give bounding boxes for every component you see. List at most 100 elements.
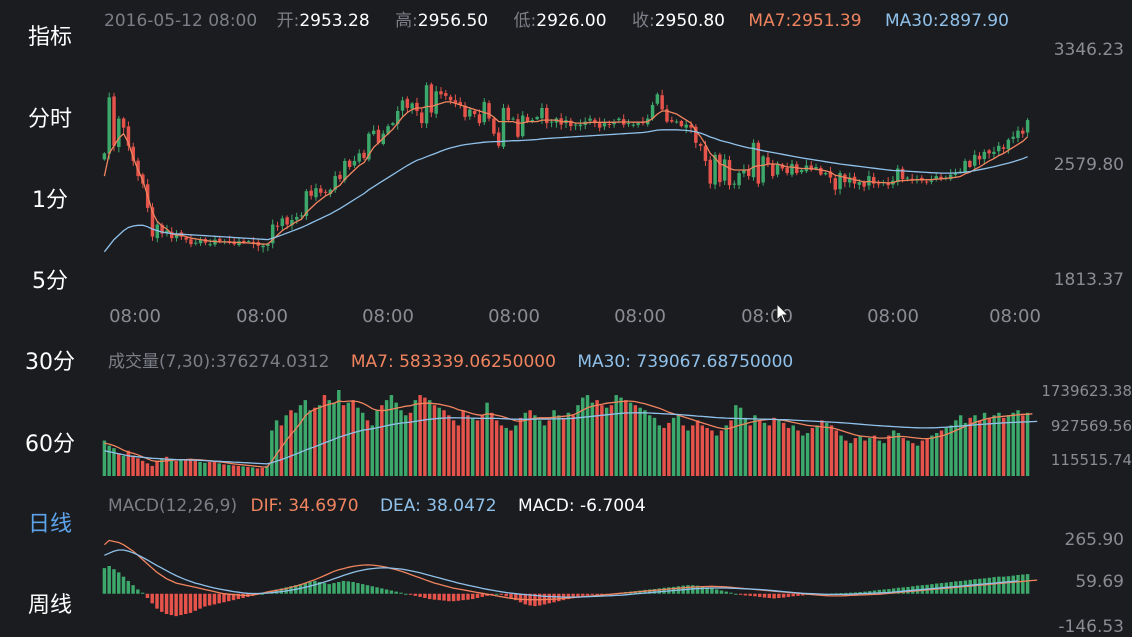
volume-bar [901,438,905,476]
macd-bar [868,591,872,594]
candle [718,154,722,183]
sidebar-item-60min[interactable]: 60分 [25,432,75,457]
volume-bar [265,465,269,476]
volume-bar [404,415,408,476]
volume-bar [647,415,652,476]
candle [934,176,938,180]
candle [698,143,703,146]
period-sidebar: 指标 分时 1分 5分 30分 60分 日线 周线 [0,0,100,637]
candle [439,91,443,95]
volume-bar [231,465,236,476]
candle [771,163,775,177]
candle [679,120,684,127]
candle [304,191,309,217]
macd-chart[interactable] [102,539,1038,617]
macd-bar [480,593,485,597]
volume-bar [877,440,882,476]
volume-bar [930,435,934,476]
macd-bar [762,593,767,598]
volume-bar [853,438,858,476]
time-axis-label: 08:00 [741,306,793,327]
candle [785,167,789,174]
candle [295,216,299,220]
macd-bar [1011,575,1015,594]
volume-bar [380,405,384,476]
volume-bar [915,445,920,476]
sidebar-item-5min[interactable]: 5分 [32,269,68,294]
candle [501,107,506,147]
macd-bar [748,593,752,596]
candle [121,118,126,128]
volume-bar [360,412,365,476]
candlestick-chart[interactable] [102,82,1030,253]
volume-bar [944,427,949,476]
macd-bar [777,593,781,599]
volume-bar [887,435,891,476]
macd-bar [303,583,308,594]
volume-bar [609,405,614,476]
macd-bar [786,593,791,597]
macd-bar [346,581,351,594]
candle [722,159,727,181]
macd-header: MACD(12,26,9) DIF: 34.6970 DEA: 38.0472 … [108,496,646,516]
volume-bar [743,417,748,476]
volume-bar [140,460,145,476]
macd-bar [456,593,461,601]
candle [569,120,573,127]
macd-bar [423,593,427,599]
volume-bar [681,425,685,476]
macd-bar [1016,574,1020,594]
volume-chart[interactable] [102,390,1038,476]
sidebar-item-weekly[interactable]: 周线 [27,593,72,618]
sidebar-item-indicators[interactable]: 指标 [27,25,72,50]
macd-bar [982,578,987,594]
volume-bar [643,410,647,476]
volume-bar [786,427,791,476]
candle [746,169,751,177]
candle [766,157,770,164]
candle [968,160,972,167]
candle [703,145,708,161]
macd-bar [595,593,599,595]
volume-bar [255,468,260,476]
macd-bar [365,585,370,594]
candle [809,165,813,171]
macd-bar [341,580,346,594]
macd-bar [160,593,164,612]
high-value: 2956.50 [417,11,489,31]
volume-bar [844,440,848,476]
volume-bar [982,412,987,476]
volume-bar [858,435,862,476]
macd-bar [863,591,867,594]
candle [896,168,900,183]
candle [742,170,746,174]
candle [463,105,467,118]
volume-bar [848,443,853,476]
sidebar-item-daily[interactable]: 日线 [27,512,72,537]
volume-bar [418,395,422,476]
macd-bar [360,584,365,594]
volume-bar [729,420,733,476]
sidebar-item-1min[interactable]: 1分 [32,188,68,213]
volume-bar [117,453,121,476]
macd-bar [207,593,212,606]
candle [246,241,251,243]
volume-bar [470,417,475,476]
candle [795,164,799,174]
macd-bar [227,593,231,602]
candle [876,183,881,185]
volume-bar [241,466,245,476]
macd-bar [772,593,776,599]
macd-bar [188,593,193,613]
candle [535,117,539,120]
ma30-value: 2897.90 [938,11,1009,31]
volume-bar [222,464,226,476]
sidebar-item-30min[interactable]: 30分 [25,350,75,375]
volume-bar [978,420,982,476]
time-axis-label: 08:00 [236,306,288,327]
sidebar-item-timeshare[interactable]: 分时 [27,107,72,132]
volume-bar [973,415,977,476]
macd-bar [193,593,198,611]
volume-bar [576,405,580,476]
